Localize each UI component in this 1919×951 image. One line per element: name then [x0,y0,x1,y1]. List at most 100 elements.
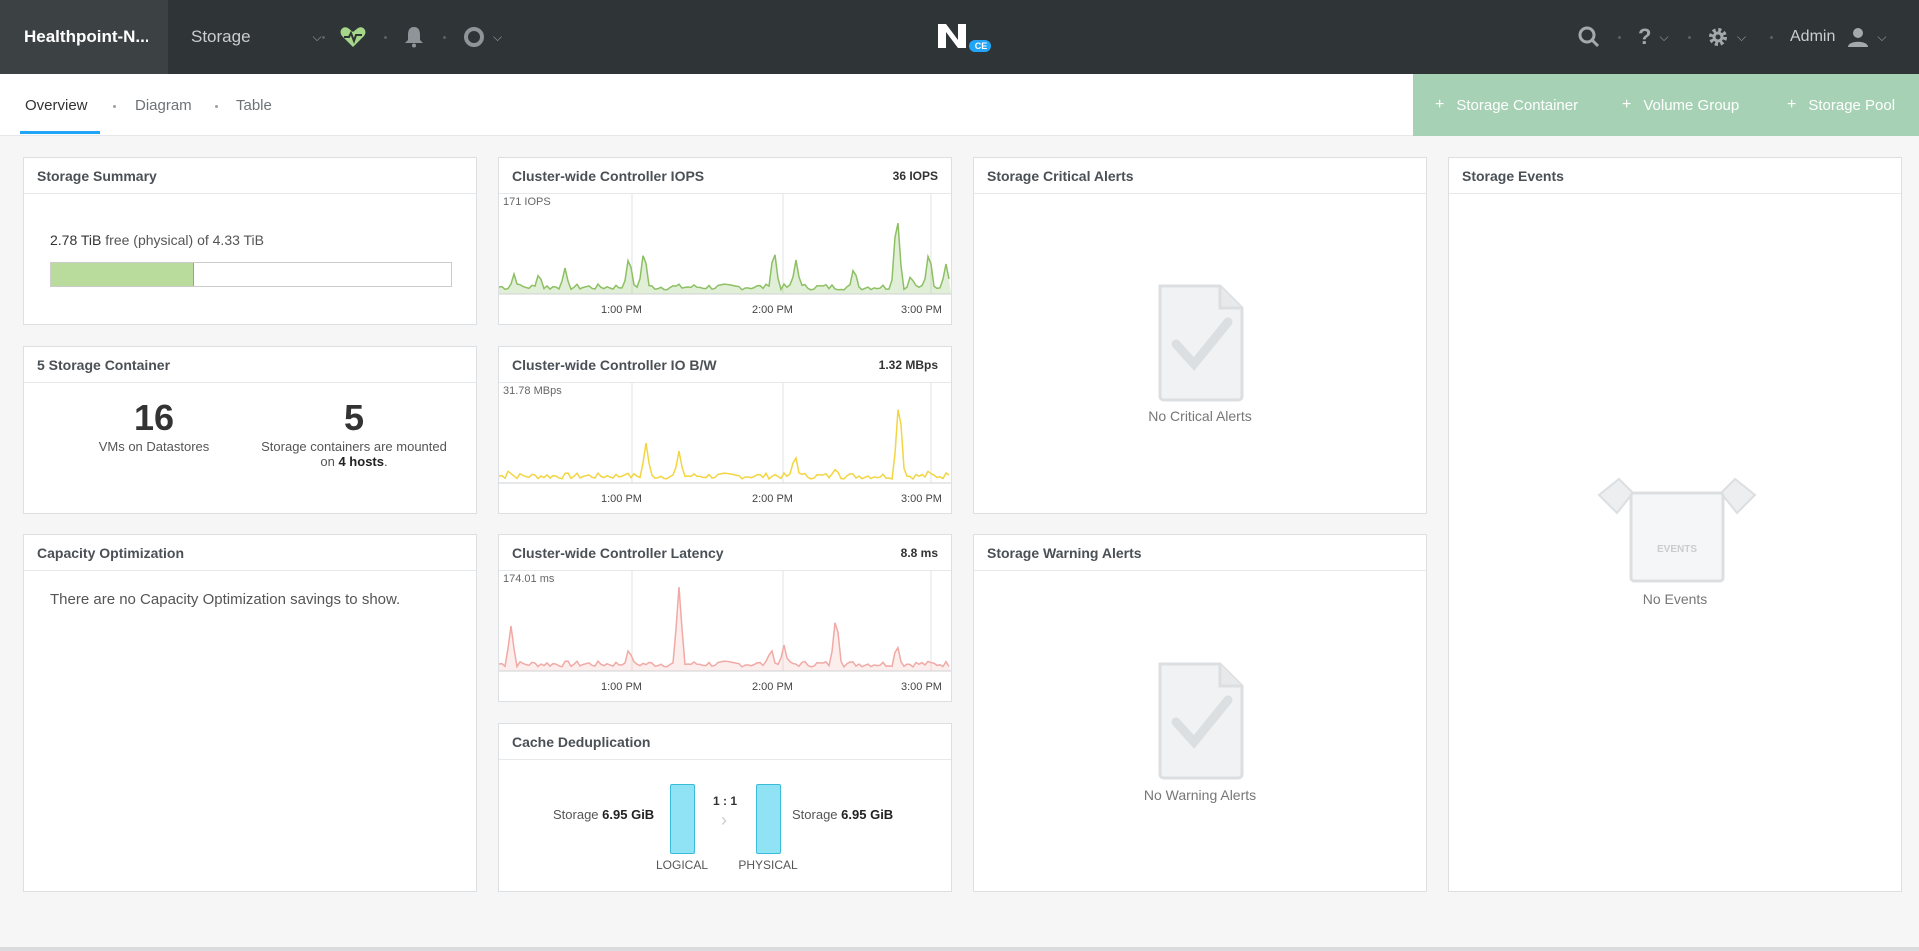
critical-alerts-panel: Storage Critical Alerts No Critical Aler… [973,157,1427,514]
panel-title[interactable]: 5 Storage Container [37,356,171,373]
bandwidth-panel: Cluster-wide Controller IO B/W 1.32 MBps… [498,346,952,514]
vms-label: VMs on Datastores [98,439,210,454]
tick-label: 1:00 PM [601,493,642,505]
tab-overview[interactable]: Overview [25,96,88,114]
tick-label: 3:00 PM [901,304,942,316]
capacity-message: There are no Capacity Optimization savin… [50,591,401,608]
bandwidth-chart-svg [499,383,951,484]
add-storage-container-button[interactable]: + Storage Container [1435,74,1578,136]
panel-header: Cache Deduplication [499,724,951,760]
top-bar: Healthpoint-N... Storage ⌵ ⌵ CE ? ⌵ ⌵ Ad… [0,0,1919,74]
hosts-prefix: on [320,454,335,469]
hosts-line: on 4 hosts. [254,454,454,469]
tab-diagram[interactable]: Diagram [135,96,192,114]
separator-dot [215,105,218,108]
tick-label: 2:00 PM [752,304,793,316]
action-label: Storage Container [1456,96,1579,114]
panel-header: Capacity Optimization [24,535,476,571]
containers-stat: 5 Storage containers are mounted on 4 ho… [254,397,454,469]
iops-chart: 171 IOPS 1:00 PM 2:00 PM 3:00 PM [499,194,951,316]
task-circle-dropdown[interactable]: ⌵ [463,0,502,74]
vms-stat: 16 VMs on Datastores [64,397,244,454]
storage-usage-bar [50,262,452,287]
containers-count: 5 [343,397,365,438]
chart-max-label: 174.01 ms [503,573,555,585]
empty-document-icon [1158,284,1244,402]
tick-label: 1:00 PM [601,681,642,693]
latency-value: 8.8 ms [900,545,938,560]
bottom-edge [0,947,1919,951]
panel-header: Storage Warning Alerts [974,535,1426,571]
tick-label: 3:00 PM [901,493,942,505]
physical-cylinder [756,784,781,854]
plus-icon: + [1435,96,1445,113]
cache-right-label: Storage [792,807,838,822]
empty-box-icon [1597,477,1757,583]
empty-state-label: No Warning Alerts [1143,787,1257,803]
panel-header: Storage Events [1449,158,1901,194]
gear-icon [1709,28,1727,46]
hosts-suffix: . [383,454,388,469]
empty-state-label: No Critical Alerts [1148,408,1252,424]
separator-dot [384,36,387,39]
storage-free-text: 2.78 TiB free (physical) of 4.33 TiB [50,232,264,248]
cache-left-label: Storage [553,807,599,822]
panel-title[interactable]: Storage Warning Alerts [987,544,1142,561]
chevron-down-icon: ⌵ [1877,29,1887,44]
series-line [499,409,950,481]
panel-header: Cluster-wide Controller IO B/W 1.32 MBps [499,347,951,383]
series-area [499,587,951,671]
cache-logical-size: Storage 6.95 GiB [553,807,654,822]
panel-title[interactable]: Storage Events [1462,167,1564,184]
health-icon[interactable] [340,0,366,74]
chevron-down-icon: ⌵ [312,29,322,44]
cache-left-value: 6.95 GiB [602,807,655,822]
actions-bar: + Storage Container + Volume Group + Storag… [1413,74,1919,136]
action-label: Volume Group [1643,96,1740,114]
capacity-optimization-panel: Capacity Optimization There are no Capac… [23,534,477,892]
separator-dot [1770,36,1773,39]
free-label: free (physical) of 4.33 TiB [105,232,265,248]
latency-chart: 174.01 ms 1:00 PM 2:00 PM 3:00 PM [499,571,951,693]
add-storage-pool-button[interactable]: + Storage Pool [1787,74,1895,136]
chevron-down-icon: ⌵ [493,29,503,44]
tab-table[interactable]: Table [236,96,272,114]
user-menu[interactable]: Admin ⌵ [1790,0,1886,74]
storage-summary-panel: Storage Summary 2.78 TiB free (physical)… [23,157,477,325]
panel-title[interactable]: Cluster-wide Controller Latency [512,544,724,561]
add-volume-group-button[interactable]: + Volume Group [1622,74,1739,136]
series-area [499,223,951,294]
section-dropdown[interactable]: Storage ⌵ [191,0,322,74]
panel-title: Storage Summary [37,167,157,184]
user-icon [1848,28,1869,47]
search-icon[interactable] [1578,0,1600,74]
settings-dropdown[interactable]: ⌵ [1707,0,1746,74]
cache-right-value: 6.95 GiB [841,807,894,822]
help-icon: ? [1638,24,1652,49]
cluster-name[interactable]: Healthpoint-N... [0,0,168,74]
containers-label: Storage containers are mounted [261,439,447,454]
nutanix-logo [938,24,991,52]
panel-header: Cluster-wide Controller Latency 8.8 ms [499,535,951,571]
panel-header: Cluster-wide Controller IOPS 36 IOPS [499,158,951,194]
cluster-arrow [148,0,168,74]
logical-label: LOGICAL [655,858,709,872]
separator-dot [322,36,325,39]
series-line [499,586,950,669]
latency-chart-svg [499,571,951,672]
panel-title: Capacity Optimization [37,544,185,561]
panel-title[interactable]: Cluster-wide Controller IOPS [512,167,705,184]
ce-badge: CE [974,41,988,51]
chevron-down-icon: ⌵ [1659,29,1669,44]
circle-icon [464,27,484,47]
plus-icon: + [1787,96,1797,113]
warning-alerts-panel: Storage Warning Alerts No Warning Alerts [973,534,1427,892]
help-dropdown[interactable]: ? ⌵ [1638,0,1669,74]
hosts-value: 4 hosts [338,454,384,469]
panel-title[interactable]: Cluster-wide Controller IO B/W [512,356,717,373]
series-line [499,223,950,292]
bell-icon[interactable] [404,0,424,74]
empty-document-icon [1158,662,1244,780]
panel-title[interactable]: Storage Critical Alerts [987,167,1134,184]
bandwidth-value: 1.32 MBps [878,357,938,372]
